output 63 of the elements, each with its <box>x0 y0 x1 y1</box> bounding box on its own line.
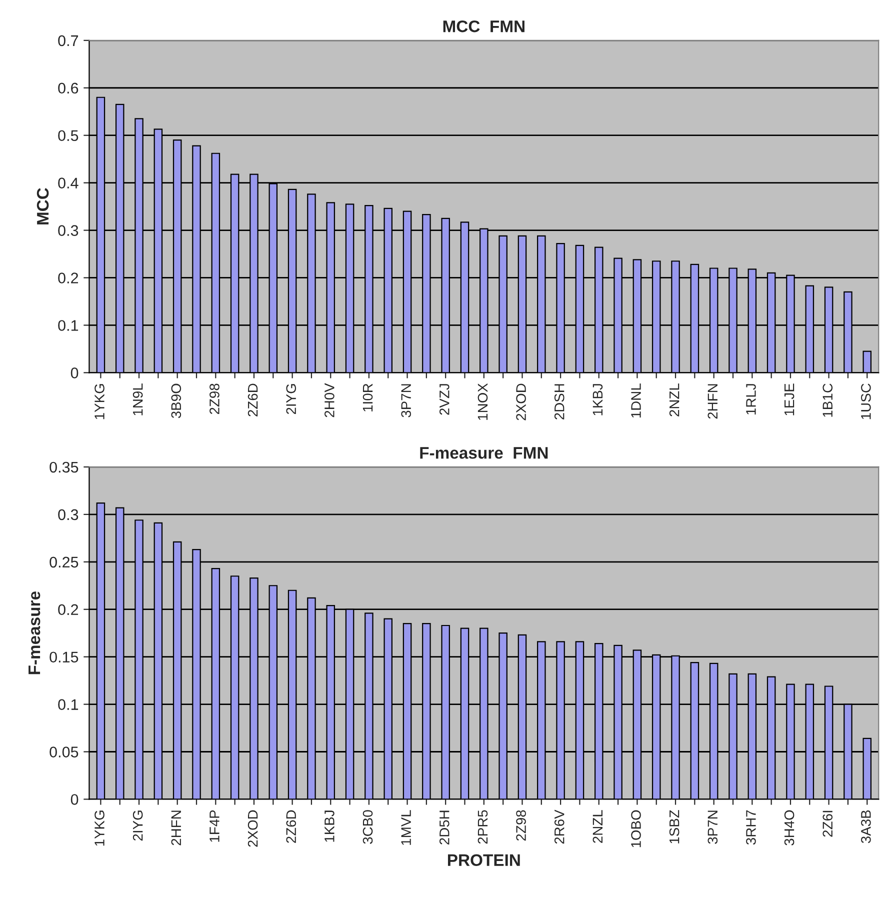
chart-title: MCC FMN <box>443 20 524 32</box>
x-tick-label: 2VZJ <box>439 384 450 415</box>
x-tick-label: 2Z6I <box>822 810 833 837</box>
x-tick-label: 1F4P <box>210 810 220 842</box>
y-tick-label: 0.3 <box>58 509 78 520</box>
x-tick-label: 2Z6D <box>248 384 258 416</box>
y-tick-label: 0.1 <box>58 320 78 331</box>
x-tick-label: 1OBO <box>631 810 641 848</box>
y-tick-label: 0 <box>70 368 78 378</box>
y-tick-label: 0.5 <box>58 130 78 142</box>
x-tick-label: 2D5H <box>439 810 450 844</box>
x-tick-label: 2NZL <box>592 810 602 843</box>
x-tick-label: 3P7N <box>708 810 718 844</box>
x-tick-label: 2H0V <box>324 383 334 418</box>
x-tick-label: 2IYG <box>286 384 296 414</box>
y-tick-label: 0.25 <box>50 556 78 568</box>
x-tick-label: 1USC <box>861 384 871 420</box>
x-tick-label: 1RLJ <box>746 384 756 414</box>
chart-title: F-measure FMN <box>420 447 548 459</box>
x-tick-label: 1DNL <box>631 384 641 418</box>
y-axis-title: MCC <box>36 188 49 224</box>
x-tick-label: 3H4O <box>784 810 794 846</box>
x-tick-label: 1MVL <box>401 810 411 845</box>
x-tick-label: 1KBJ <box>324 810 334 842</box>
x-tick-label: 2R6V <box>554 810 564 844</box>
y-axis-title: F-measure <box>28 592 40 674</box>
x-tick-label: 2Z98 <box>210 384 220 414</box>
x-tick-label: 3CB0 <box>362 810 373 844</box>
x-tick-label: 1I0R <box>362 384 373 412</box>
x-tick-label: 1KBJ <box>592 384 603 416</box>
x-tick-label: 3B9O <box>171 384 182 418</box>
x-tick-label: 1EJE <box>784 384 794 416</box>
x-tick-label: 2XOD <box>516 384 526 420</box>
x-tick-label: 1N9L <box>132 384 143 416</box>
x-tick-label: 1NOX <box>478 383 488 420</box>
y-tick-label: 0.2 <box>58 604 78 616</box>
y-tick-label: 0.4 <box>58 178 78 188</box>
x-tick-label: 2XOD <box>248 810 258 847</box>
x-tick-label: 2HFN <box>708 384 718 419</box>
x-axis-title: PROTEIN <box>448 854 520 866</box>
x-tick-label: 2HFN <box>171 810 181 846</box>
x-tick-label: 3P7N <box>401 384 411 418</box>
x-tick-label: 2NZL <box>669 384 680 416</box>
y-tick-label: 0.2 <box>58 272 78 284</box>
y-tick-label: 0.7 <box>58 35 78 46</box>
x-tick-label: 1YKG <box>94 384 104 420</box>
x-tick-label: 2Z6D <box>286 810 296 843</box>
y-tick-label: 0.35 <box>50 462 78 473</box>
y-tick-label: 0 <box>70 794 78 805</box>
x-tick-label: 3RH7 <box>746 810 756 845</box>
y-tick-label: 0.6 <box>58 82 78 94</box>
x-tick-label: 2IYG <box>132 810 143 841</box>
y-tick-label: 0.3 <box>58 225 78 236</box>
x-tick-label: 2PR5 <box>478 810 488 844</box>
y-tick-label: 0.1 <box>58 699 78 710</box>
x-tick-label: 1SBZ <box>669 810 680 844</box>
y-tick-label: 0.15 <box>50 652 78 663</box>
x-tick-label: 2DSH <box>554 384 564 420</box>
x-tick-label: 1YKG <box>94 810 104 846</box>
y-tick-label: 0.05 <box>50 746 78 758</box>
x-tick-label: 3A3B <box>861 810 871 844</box>
x-tick-label: 2Z98 <box>516 810 526 841</box>
x-tick-label: 1B1C <box>822 384 833 417</box>
